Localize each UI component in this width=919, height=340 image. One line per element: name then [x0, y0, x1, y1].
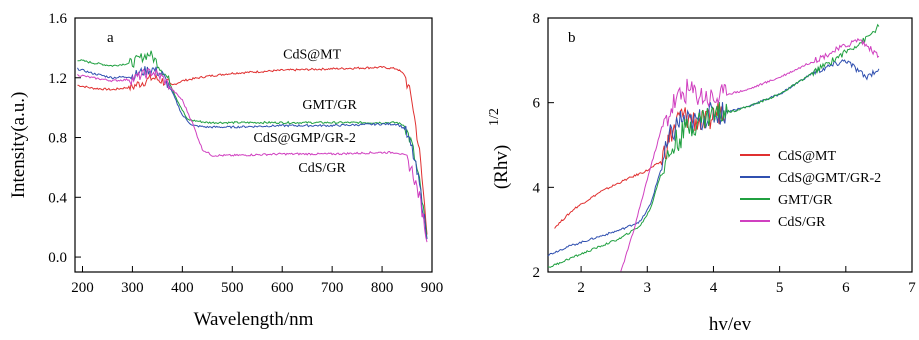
legend-label: CdS@MT [778, 149, 836, 164]
panel-b-y-axis-label-group: (Rhv) 1/2 [487, 108, 512, 189]
panel-a-x-axis-label: Wavelength/nm [194, 309, 314, 330]
series-line [77, 50, 428, 240]
y-tick-label: 2 [533, 265, 541, 281]
series-annotation: CdS@MT [283, 47, 341, 62]
series-line [77, 65, 428, 235]
x-tick-label: 800 [371, 280, 394, 296]
panel-a-frame [74, 17, 433, 273]
x-tick-label: 5 [776, 280, 784, 296]
series-annotation: CdS/GR [298, 161, 346, 176]
x-tick-label: 600 [271, 280, 294, 296]
panel-b-frame [547, 17, 913, 273]
x-tick-label: 4 [710, 280, 718, 296]
x-tick-label: 400 [171, 280, 194, 296]
y-tick-label: 6 [533, 96, 541, 112]
series-line [547, 23, 880, 268]
x-tick-label: 300 [121, 280, 144, 296]
x-tick-label: 200 [71, 280, 94, 296]
panel-a-label: a [107, 30, 114, 46]
y-tick-label: 0.0 [48, 250, 67, 266]
x-tick-label: 900 [421, 280, 444, 296]
y-tick-label: 0.4 [48, 190, 67, 206]
panel-b-ticks: 2 3 4 5 6 7 2 4 6 8 [533, 11, 917, 296]
y-tick-label: 8 [533, 11, 541, 27]
panel-a: 200 300 400 500 600 700 800 9000.00.40.81.21.6 … [8, 11, 443, 330]
panel-a-series [77, 50, 428, 243]
panel-a-annotations: CdS@MT GMT/GR CdS@GMP/GR-2 CdS/GR [253, 47, 357, 176]
y-tick-label: 1.6 [48, 11, 67, 27]
panel-b-y-axis-label-superscript: 1/2 [487, 108, 502, 126]
legend-label: GMT/GR [778, 193, 833, 208]
series-line [77, 66, 428, 240]
y-tick-label: 0.8 [48, 131, 67, 147]
x-tick-label: 500 [221, 280, 244, 296]
panel-b-legend: CdS@MT CdS@GMT/GR-2 GMT/GR CdS/GR [740, 149, 881, 230]
series-annotation: GMT/GR [302, 98, 357, 113]
panel-b: 2 3 4 5 6 7 2 4 6 8 CdS@MT CdS@GMT/GR-2 GMT/GR CdS/G… [487, 11, 916, 335]
panel-b-x-axis-label: hv/ev [709, 314, 752, 335]
panel-b-y-axis-label: (Rhv) [491, 145, 512, 189]
x-tick-label: 3 [644, 280, 652, 296]
panel-b-series [547, 23, 880, 272]
x-tick-label: 2 [577, 280, 585, 296]
legend-label: CdS/GR [778, 215, 826, 230]
x-tick-label: 7 [908, 280, 916, 296]
x-tick-label: 6 [842, 280, 850, 296]
series-line [620, 37, 880, 272]
series-annotation: CdS@GMP/GR-2 [253, 131, 355, 146]
legend-label: CdS@GMT/GR-2 [778, 171, 881, 186]
panel-a-ticks: 200 300 400 500 600 700 800 900 0.0 0.4 0.8 1.2 1.6 [48, 11, 443, 296]
x-tick-label: 700 [321, 280, 344, 296]
panel-a-y-axis-label: Intensity(a.u.) [8, 92, 29, 199]
series-line [554, 102, 728, 229]
panel-b-label: b [568, 30, 576, 46]
series-line [77, 68, 428, 243]
y-tick-label: 1.2 [48, 71, 67, 87]
y-tick-label: 4 [533, 180, 541, 196]
